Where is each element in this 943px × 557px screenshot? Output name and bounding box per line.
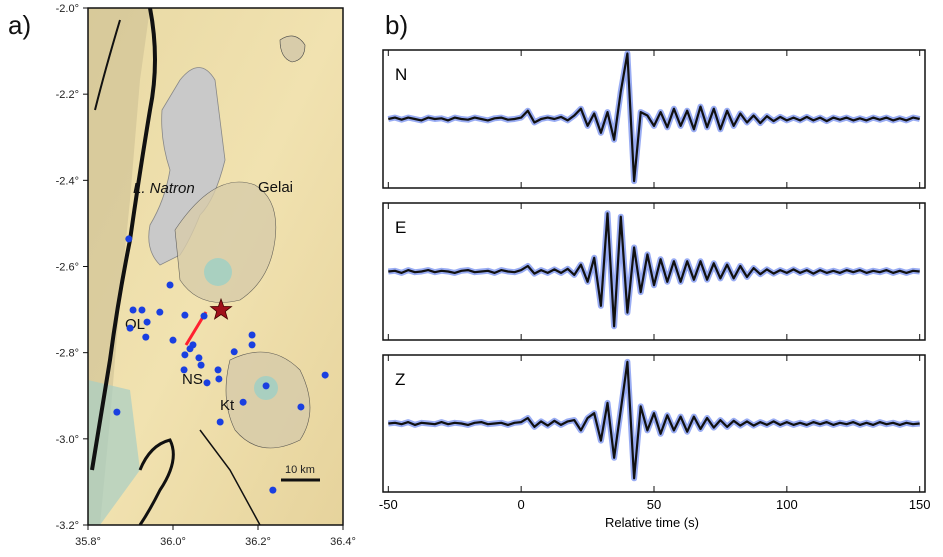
station [204,379,211,386]
station [130,307,137,314]
station [142,334,149,341]
station [181,351,188,358]
x-tick-label: 36.0° [160,536,186,548]
y-tick-label: -2.8° [56,348,79,360]
x-tick-label: -50 [379,497,398,512]
x-tick-label: 36.4° [330,536,356,548]
station [187,345,194,352]
station [167,282,174,289]
component-label: N [395,65,407,84]
station [297,403,304,410]
station [138,307,145,314]
station [322,372,329,379]
station [156,309,163,316]
map-background [88,8,343,525]
x-tick-label: 0 [518,497,525,512]
y-tick-label: -2.2° [56,89,79,101]
panel-label: a) [8,10,31,40]
station [201,313,208,320]
station [181,366,188,373]
y-tick-label: -3.2° [56,520,79,532]
scale-bar-label: 10 km [285,464,315,476]
station [144,319,151,326]
station [198,362,205,369]
map-label: L. Natron [133,180,195,197]
trace-envelope [388,362,919,478]
y-tick-label: -3.0° [56,434,79,446]
panel-label: b) [385,10,408,40]
station [113,409,120,416]
station [231,348,238,355]
x-tick-label: 100 [776,497,798,512]
station [181,312,188,319]
x-tick-label: 50 [647,497,661,512]
station [127,325,134,332]
figure: L. Natron Gelai OL NS Kt 10 km a) b) Rel… [0,0,943,552]
y-tick-label: -2.4° [56,175,79,187]
station [215,375,222,382]
map-label: Gelai [258,179,293,196]
x-tick-label: 150 [909,497,931,512]
station [240,399,247,406]
station [125,235,132,242]
station [249,332,256,339]
station [249,341,256,348]
y-tick-label: -2.6° [56,262,79,274]
y-tick-label: -2.0° [56,3,79,15]
x-axis-label: Relative time (s) [605,515,699,530]
station [269,487,276,494]
map-label: NS [182,371,203,388]
station [263,382,270,389]
map-label: Kt [220,397,235,414]
station [217,419,224,426]
station [170,337,177,344]
trace-envelope [388,54,919,182]
x-tick-label: 36.2° [245,536,271,548]
component-label: E [395,218,406,237]
station [195,354,202,361]
component-label: Z [395,370,405,389]
x-tick-label: 35.8° [75,536,101,548]
station [215,366,222,373]
